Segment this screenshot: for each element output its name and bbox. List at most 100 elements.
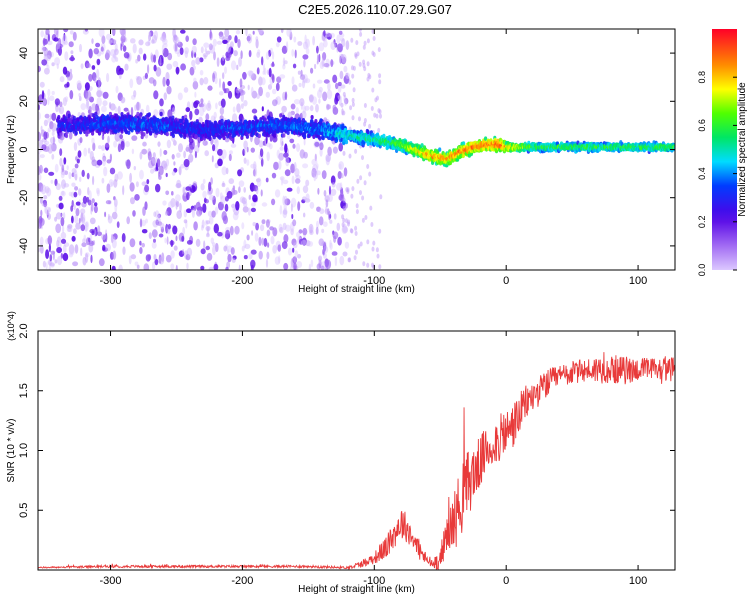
noise-blob xyxy=(366,164,370,169)
noise-blob xyxy=(176,152,181,158)
noise-blob xyxy=(52,250,55,261)
noise-blob xyxy=(120,96,126,104)
noise-blob xyxy=(62,252,69,262)
noise-blob xyxy=(60,169,67,176)
ridge-point xyxy=(254,116,258,121)
noise-blob xyxy=(309,229,314,236)
noise-blob xyxy=(282,222,287,231)
noise-blob xyxy=(231,257,236,263)
noise-blob xyxy=(318,216,324,226)
noise-blob xyxy=(63,40,69,46)
noise-blob xyxy=(173,245,178,251)
noise-blob xyxy=(379,194,383,200)
noise-blob xyxy=(218,78,222,89)
noise-blob xyxy=(366,61,370,67)
noise-blob xyxy=(183,159,190,168)
ridge-point xyxy=(133,117,138,123)
noise-blob xyxy=(363,118,367,123)
noise-blob xyxy=(111,211,118,220)
noise-blob xyxy=(54,98,61,106)
noise-blob xyxy=(117,105,121,115)
ridge-point xyxy=(321,135,325,141)
ridge-point xyxy=(120,112,124,117)
noise-blob xyxy=(115,85,119,94)
noise-blob xyxy=(136,264,140,269)
noise-blob xyxy=(250,147,255,153)
noise-blob xyxy=(370,222,374,227)
noise-blob xyxy=(171,171,176,176)
noise-blob xyxy=(363,66,367,72)
noise-blob xyxy=(241,245,245,252)
noise-blob xyxy=(334,96,339,105)
noise-blob xyxy=(287,134,291,140)
noise-blob xyxy=(159,222,165,230)
noise-blob xyxy=(372,52,376,58)
noise-blob xyxy=(210,177,213,185)
noise-blob xyxy=(78,217,81,224)
noise-blob xyxy=(342,251,348,257)
noise-blob xyxy=(336,34,341,44)
noise-blob xyxy=(101,134,105,141)
noise-blob xyxy=(88,48,93,59)
noise-blob xyxy=(359,31,363,37)
noise-blob xyxy=(112,238,117,249)
noise-blob xyxy=(290,228,294,236)
noise-blob xyxy=(75,208,80,217)
noise-blob xyxy=(292,143,296,149)
noise-blob xyxy=(69,68,73,74)
noise-blob xyxy=(101,35,106,44)
noise-blob xyxy=(265,135,268,144)
noise-blob xyxy=(42,37,46,47)
noise-blob xyxy=(257,49,261,55)
noise-blob xyxy=(148,232,152,240)
noise-blob xyxy=(213,223,219,234)
noise-blob xyxy=(330,41,336,50)
noise-blob xyxy=(58,241,62,249)
noise-blob xyxy=(211,210,216,218)
noise-blob xyxy=(355,209,359,215)
noise-blob xyxy=(164,210,169,216)
noise-blob xyxy=(39,81,45,88)
noise-blob xyxy=(60,171,65,179)
noise-blob xyxy=(355,203,359,209)
noise-blob xyxy=(80,103,87,111)
noise-blob xyxy=(92,240,96,246)
noise-blob xyxy=(319,61,325,69)
noise-blob xyxy=(246,146,249,153)
noise-blob xyxy=(248,70,254,79)
noise-blob xyxy=(96,68,100,79)
noise-blob xyxy=(42,260,47,268)
noise-blob xyxy=(276,76,282,83)
noise-blob xyxy=(256,177,262,187)
noise-blob xyxy=(271,172,277,179)
noise-blob xyxy=(292,256,298,264)
noise-blob xyxy=(323,63,330,68)
noise-blob xyxy=(351,102,355,107)
noise-blob xyxy=(47,88,51,97)
noise-blob xyxy=(260,224,265,232)
noise-blob xyxy=(110,181,113,187)
noise-blob xyxy=(305,47,310,55)
ridge-point xyxy=(302,134,307,139)
noise-blob xyxy=(266,151,270,162)
noise-blob xyxy=(147,254,152,261)
noise-blob xyxy=(344,241,350,249)
ridge-point xyxy=(310,115,314,120)
noise-blob xyxy=(44,113,50,119)
noise-blob xyxy=(345,202,348,209)
noise-blob xyxy=(106,183,111,193)
noise-blob xyxy=(203,197,207,204)
noise-blob xyxy=(274,189,281,198)
noise-blob xyxy=(376,95,379,101)
noise-blob xyxy=(109,38,114,46)
noise-blob xyxy=(248,252,253,260)
noise-blob xyxy=(285,157,292,163)
ridge-point xyxy=(67,113,71,119)
noise-blob xyxy=(353,255,357,261)
noise-blob xyxy=(200,183,205,191)
noise-blob xyxy=(138,47,143,55)
noise-blob xyxy=(227,52,232,58)
noise-blob xyxy=(94,229,97,238)
noise-blob xyxy=(222,55,225,61)
noise-blob xyxy=(323,79,330,84)
